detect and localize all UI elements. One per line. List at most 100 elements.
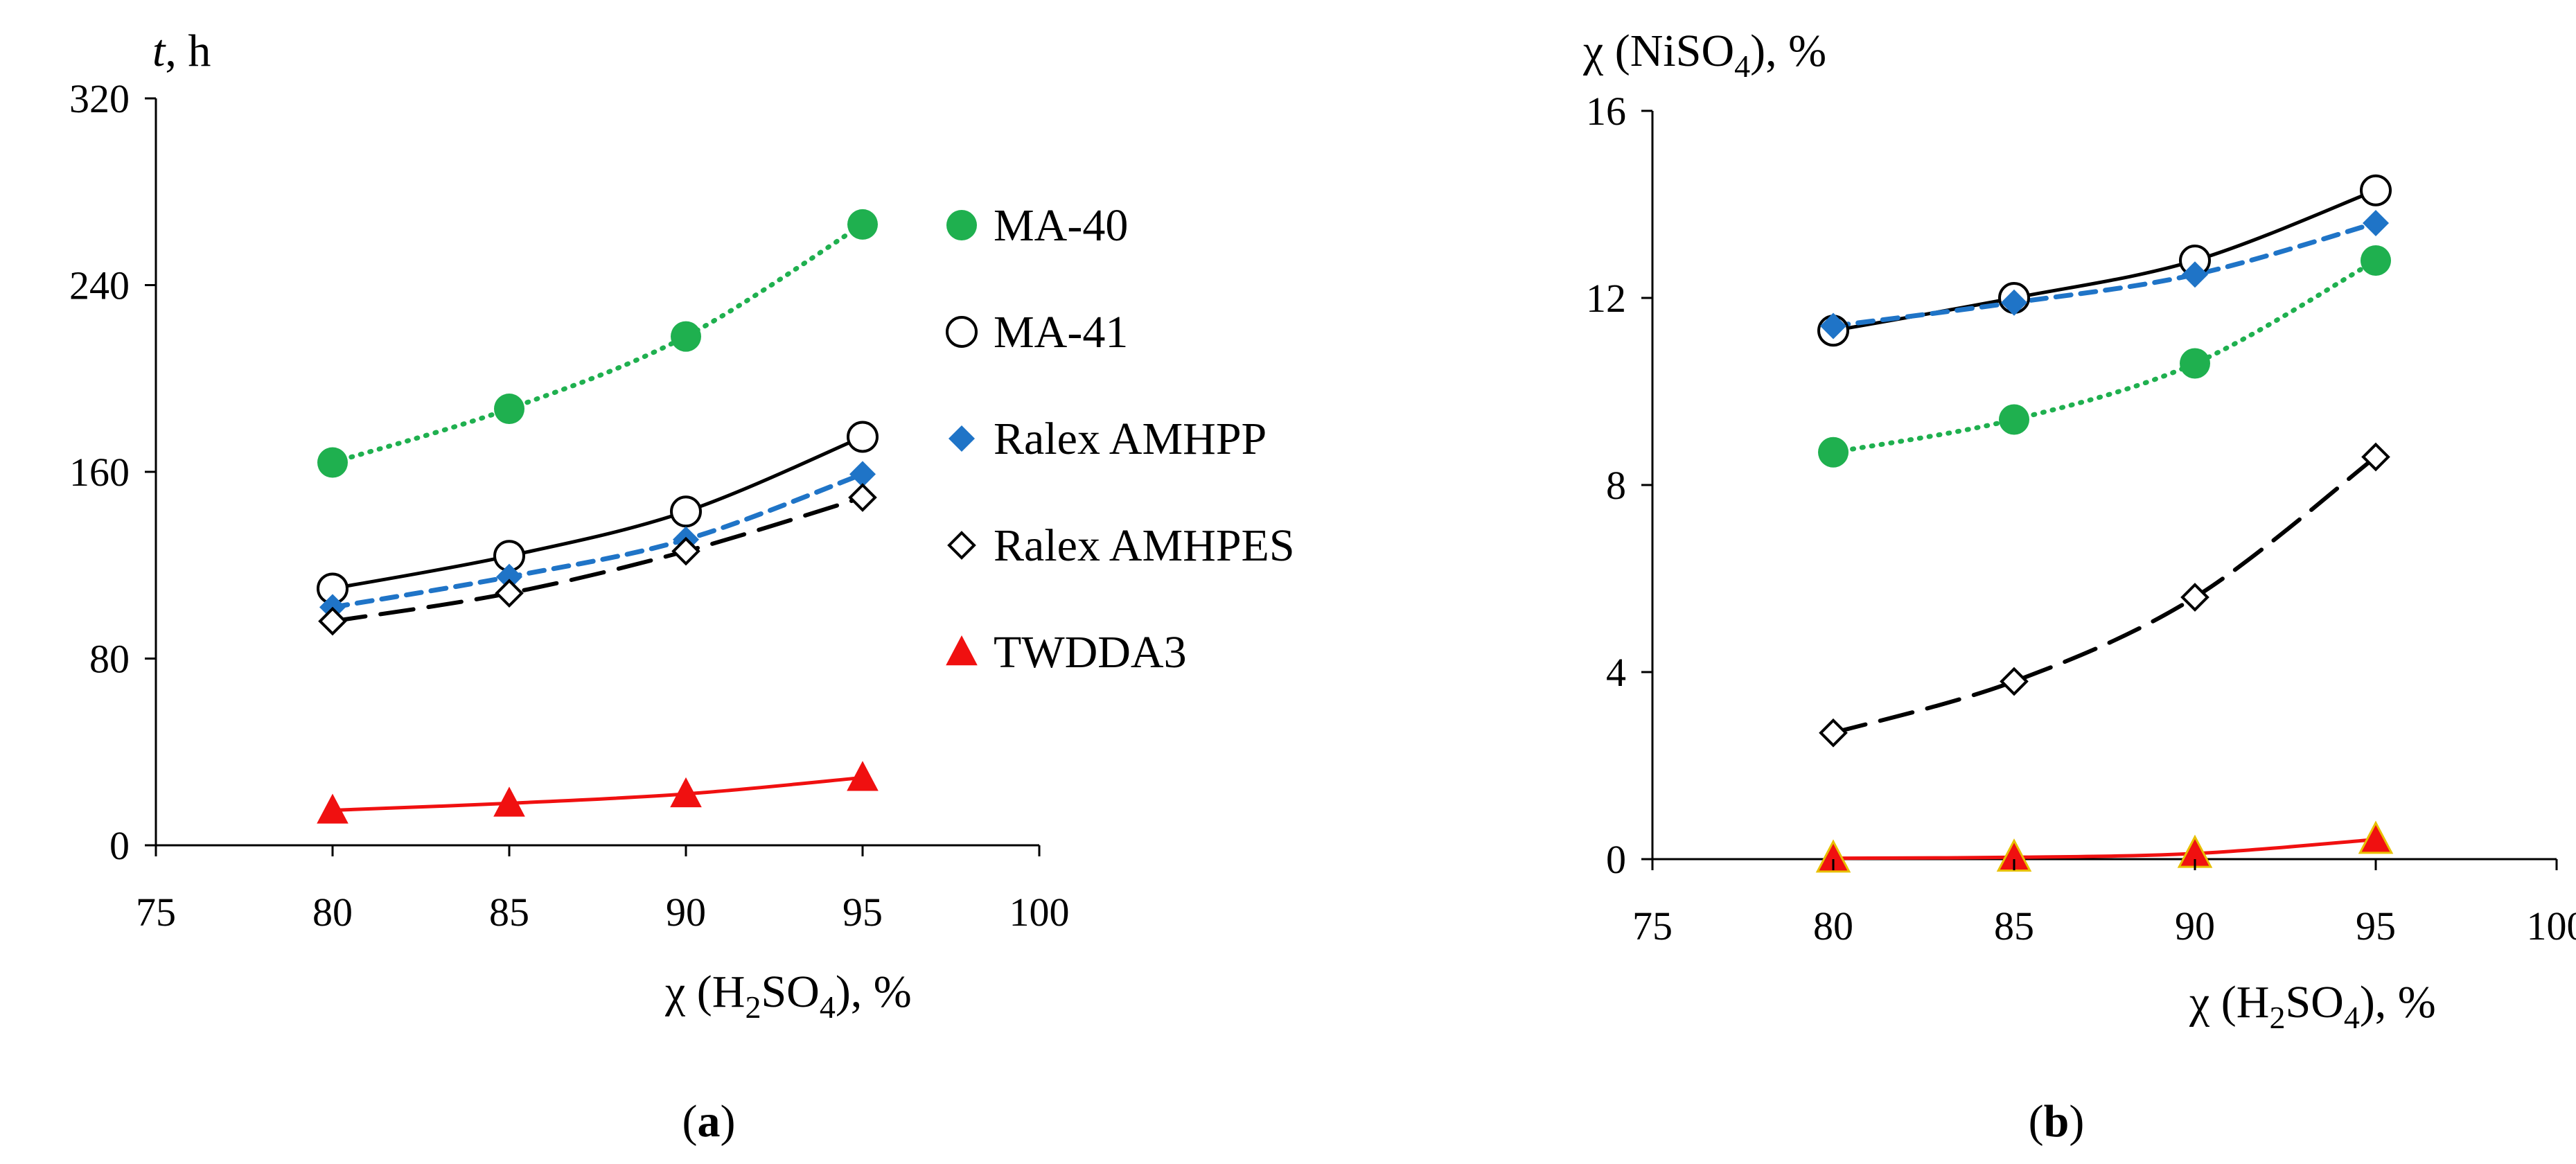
x-tick-label-a: 100 [1009, 890, 1070, 935]
legend-marker-ralex-amhpp [949, 425, 975, 452]
y-axis-title-b-sub4: 4 [1734, 48, 1750, 84]
data-point-ralex-amhpp-b [2182, 261, 2208, 288]
legend-label-twdda3: TWDDA3 [994, 627, 1187, 678]
panel-label-b-open: ( [2029, 1096, 2044, 1147]
series-layer-a [317, 209, 879, 824]
y-tick-label-b: 0 [1606, 837, 1626, 882]
x-tick-label-a: 75 [136, 890, 176, 935]
data-point-twdda3-b [2358, 820, 2394, 854]
x-axis-title-b-chi: χ (H [2189, 977, 2269, 1028]
x-tick-label-b: 100 [2527, 903, 2576, 949]
panel-label-a-open: ( [682, 1096, 698, 1147]
x-axis-title-a-so: SO [761, 967, 819, 1017]
data-point-ma-40-a [317, 447, 348, 478]
data-point-twdda3-a [670, 777, 702, 808]
data-point-ma-40-a [494, 394, 524, 425]
data-point-ralex-amhpes-b [2000, 667, 2029, 696]
x-axis-title-b-so: SO [2285, 977, 2343, 1028]
legend-label-ma-40: MA-40 [994, 200, 1128, 251]
data-point-ma-40-b [1999, 404, 2029, 435]
axes-b [1651, 111, 2557, 861]
y-tick-label-b: 8 [1606, 463, 1626, 508]
data-point-ralex-amhpes-b [1819, 718, 1848, 748]
series-line-ralex-amhpes-b [1831, 455, 2378, 735]
chart-panel-b: 04812167580859095100 χ (NiSO4), % χ (H2S… [1582, 26, 2576, 1147]
legend-marker-ma-40 [946, 210, 977, 240]
x-tick-label-b: 75 [1632, 903, 1673, 949]
y-axis-title-a: t, h [152, 26, 211, 76]
y-axis-title-a-unit: , h [165, 26, 211, 76]
data-point-ma-41-a [670, 495, 702, 528]
y-axis-title-a-var: t [152, 26, 166, 76]
legend: MA-40 MA-41 Ralex AMHPP Ralex AMHPES TWDDA3 [946, 200, 1295, 678]
data-point-twdda3-b [1996, 838, 2032, 872]
x-tick-label-a: 90 [666, 890, 706, 935]
data-point-twdda3-a [847, 761, 879, 791]
x-tick-label-b: 80 [1813, 903, 1853, 949]
axes-a [155, 98, 1039, 847]
x-axis-title-b-sub4: 4 [2344, 1000, 2360, 1035]
data-point-twdda3-b [1815, 839, 1851, 873]
y-tick-label-b: 12 [1586, 276, 1626, 321]
y-axis-title-b-chi: χ (NiSO [1582, 26, 1734, 76]
x-axis-title-a-sub4: 4 [820, 989, 836, 1025]
x-axis-title-a: χ (H2SO4), % [664, 967, 912, 1025]
data-point-ralex-amhpes-b [2180, 583, 2209, 612]
panel-label-a: (a) [682, 1096, 736, 1147]
x-tick-label-a: 95 [843, 890, 883, 935]
y-tick-label-a: 0 [109, 823, 130, 868]
series-line-ma-40-a [330, 222, 865, 466]
x-axis-title-b-sub2: 2 [2269, 1000, 2285, 1035]
data-point-ralex-amhpp-a [496, 563, 522, 590]
x-axis-title-a-sub2: 2 [745, 989, 761, 1025]
data-point-ma-40-b [2361, 245, 2391, 276]
series-line-ralex-amhpp-a [330, 471, 865, 610]
data-point-ralex-amhpp-a [849, 461, 876, 488]
panel-label-b-letter: b [2044, 1096, 2070, 1147]
series-line-ma-41-a [330, 434, 865, 590]
data-point-ralex-amhpp-b [2363, 210, 2389, 236]
data-point-ralex-amhpes-b [2361, 442, 2390, 472]
x-axis-title-b: χ (H2SO4), % [2189, 977, 2436, 1035]
data-point-ma-40-a [671, 321, 701, 352]
data-point-twdda3-a [493, 786, 525, 817]
series-line-twdda3-b [1831, 838, 2378, 861]
data-point-ralex-amhpes-a [495, 579, 524, 608]
legend-marker-ralex-amhpes [947, 531, 976, 560]
panel-label-b: (b) [2029, 1096, 2085, 1147]
data-point-ma-41-b [2360, 174, 2392, 206]
series-line-ralex-amhpes-a [330, 495, 865, 624]
x-tick-label-a: 85 [489, 890, 529, 935]
data-point-ma-40-b [2180, 348, 2210, 379]
data-point-ralex-amhpes-a [671, 536, 700, 566]
data-point-ralex-amhpp-b [1820, 312, 1846, 340]
ticks-b: 0 4 8 12 16 75 80 85 90 95 100 [1586, 89, 2576, 949]
y-tick-label-b: 16 [1586, 89, 1626, 134]
series-line-ma-40-b [1830, 258, 2379, 455]
series-line-twdda3-a [330, 775, 865, 812]
y-tick-label-a: 160 [69, 450, 130, 495]
data-point-ralex-amhpes-a [848, 483, 877, 512]
ticks-a: 0 80 160 240 320 75 80 85 90 95 100 [69, 76, 1070, 935]
x-tick-label-b: 95 [2356, 903, 2396, 949]
data-point-ralex-amhpes-a [318, 606, 347, 636]
panel-label-a-close: ) [721, 1096, 736, 1147]
y-tick-label-a: 80 [89, 637, 130, 682]
y-axis-title-b: χ (NiSO4), % [1582, 26, 1826, 84]
data-point-twdda3-a [317, 793, 349, 824]
panel-label-b-close: ) [2069, 1096, 2084, 1147]
legend-label-ma-41: MA-41 [994, 307, 1128, 358]
data-point-ma-41-a [847, 421, 879, 453]
x-tick-label-b: 85 [1994, 903, 2034, 949]
x-axis-title-b-pct: ), % [2360, 977, 2436, 1028]
x-axis-title-a-chi: χ (H [664, 967, 745, 1017]
data-point-ma-40-a [847, 209, 878, 240]
y-tick-label-b: 4 [1606, 650, 1626, 695]
y-tick-label-a: 240 [69, 263, 130, 308]
chart-panel-a: 0 80 160 240 320 75 80 85 90 95 100 t, h χ (H2SO4)… [69, 26, 1295, 1147]
series-line-ralex-amhpp-b [1830, 220, 2379, 328]
legend-label-ralex-amhpes: Ralex AMHPES [994, 520, 1295, 571]
series-layer-b [1815, 174, 2394, 873]
y-tick-label-a: 320 [69, 76, 130, 121]
